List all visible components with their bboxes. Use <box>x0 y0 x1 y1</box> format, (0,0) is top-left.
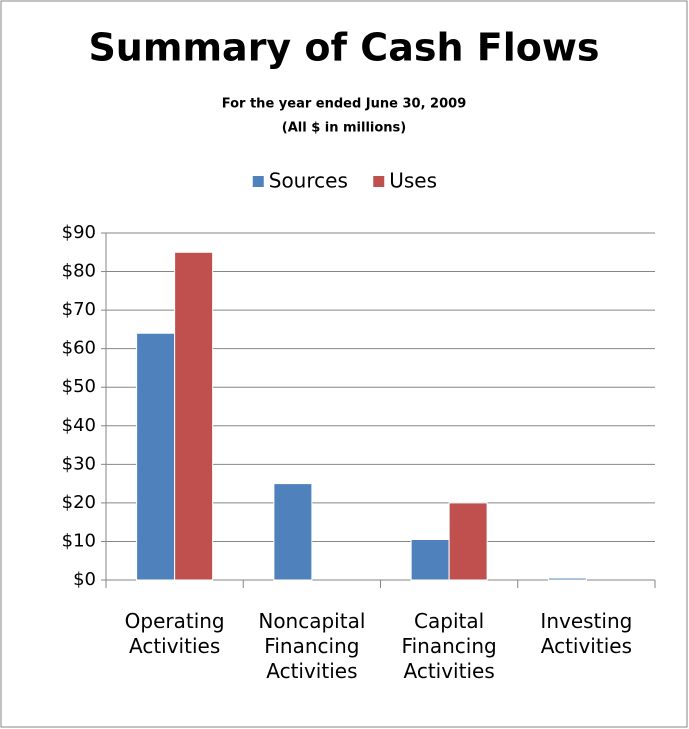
y-tick-label: $20 <box>62 492 96 513</box>
y-tick-label: $10 <box>62 530 96 551</box>
bar <box>273 483 313 581</box>
chart-subtitle: For the year ended June 30, 2009 <box>222 97 467 112</box>
chart-title: Summary of Cash Flows <box>88 26 599 70</box>
y-tick-label: $80 <box>62 261 96 282</box>
y-tick-label: $50 <box>62 376 96 397</box>
y-tick-label: $70 <box>62 299 96 320</box>
y-tick-label: $30 <box>62 453 96 474</box>
bar <box>448 502 488 581</box>
bar <box>410 539 450 581</box>
y-tick-label: $60 <box>62 338 96 359</box>
bar <box>174 251 214 581</box>
x-tick-label: Operating Activities <box>125 609 225 658</box>
legend-label: Uses <box>389 169 437 193</box>
x-tick-label: Investing Activities <box>540 609 632 658</box>
chart-subtitle: (All $ in millions) <box>282 121 406 136</box>
y-tick-label: $0 <box>73 569 96 590</box>
y-tick-label: $90 <box>62 222 96 243</box>
bar <box>136 332 176 581</box>
legend-swatch <box>373 176 385 187</box>
legend-swatch <box>252 176 264 187</box>
x-tick-label: Noncapital Financing Activities <box>258 609 365 683</box>
y-tick-label: $40 <box>62 415 96 436</box>
legend-label: Sources <box>269 169 348 193</box>
bar <box>547 577 587 581</box>
x-tick-label: Capital Financing Activities <box>402 609 497 683</box>
